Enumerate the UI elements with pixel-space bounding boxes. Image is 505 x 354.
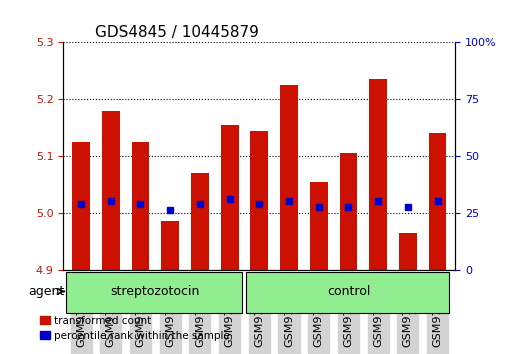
Bar [190, 173, 209, 270]
Text: streptozotocin: streptozotocin [111, 285, 199, 298]
Bar [220, 125, 238, 270]
FancyBboxPatch shape [66, 272, 241, 313]
Text: control: control [326, 285, 369, 298]
Bar [102, 110, 120, 270]
Text: GDS4845 / 10445879: GDS4845 / 10445879 [94, 25, 258, 40]
Bar [161, 221, 179, 270]
Bar [428, 133, 445, 270]
Text: agent: agent [28, 285, 65, 298]
Bar [369, 79, 386, 270]
Bar [250, 131, 268, 270]
Bar [280, 85, 297, 270]
Bar [131, 142, 149, 270]
Bar [309, 182, 327, 270]
FancyBboxPatch shape [245, 272, 448, 313]
Bar [398, 233, 416, 270]
Bar [339, 153, 357, 270]
Legend: transformed count, percentile rank within the sample: transformed count, percentile rank withi… [35, 312, 234, 345]
Bar [72, 142, 90, 270]
